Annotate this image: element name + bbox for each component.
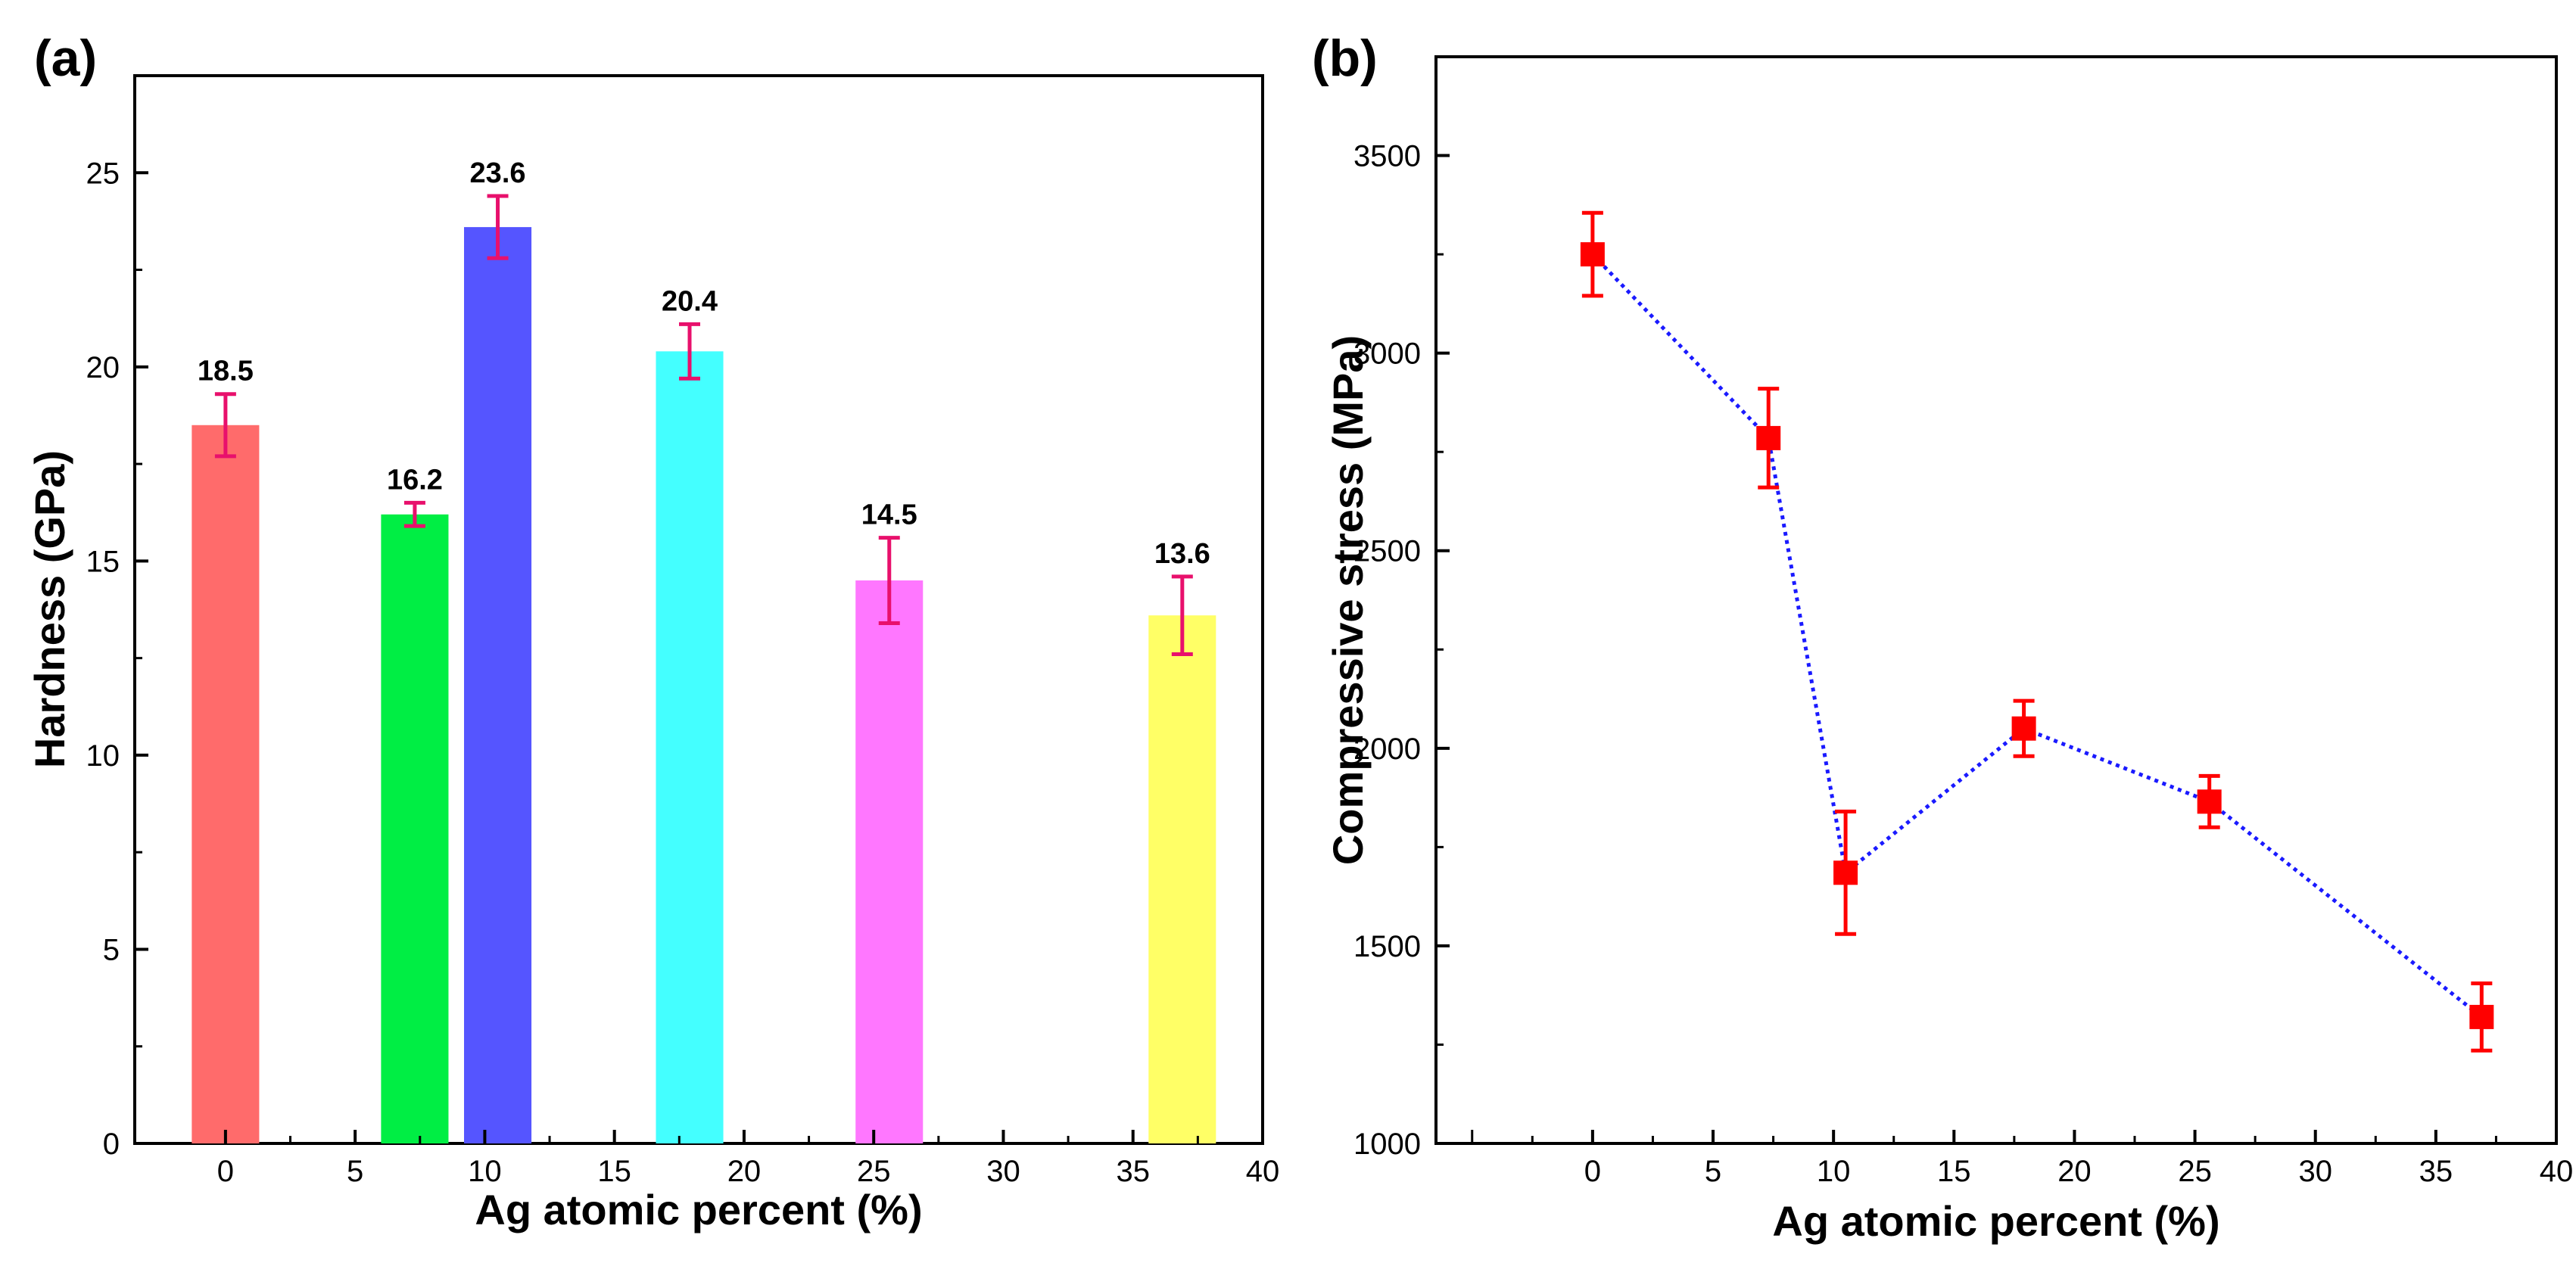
x-tick-label-b-3: 15: [1937, 1155, 1971, 1188]
stress-point-0: [1580, 242, 1605, 267]
y-tick-label-b-3: 2500: [1353, 535, 1421, 568]
x-tick-label-a-2: 10: [468, 1155, 502, 1188]
stress-point-4: [2197, 789, 2222, 814]
error-bar-a-5: [1171, 574, 1193, 657]
error-bar-a-4: [878, 536, 900, 625]
stress-series-line: [1591, 253, 2483, 1019]
error-bar-a-2: [487, 194, 509, 260]
y-tick-label-a-2: 10: [86, 739, 120, 773]
x-tick-label-a-0: 0: [217, 1155, 234, 1188]
hardness-bar-3: [656, 351, 724, 1143]
hardness-bar-2: [464, 227, 532, 1143]
error-bar-a-1: [403, 500, 425, 528]
bar-value-label-2: 23.6: [470, 157, 526, 189]
y-tick-label-a-5: 25: [86, 157, 120, 190]
x-tick-label-a-6: 30: [986, 1155, 1020, 1188]
stress-point-3: [2011, 716, 2036, 741]
x-tick-label-a-1: 5: [347, 1155, 363, 1188]
y-axis-title-a: Hardness (GPa): [26, 450, 73, 768]
bar-value-label-1: 16.2: [387, 464, 443, 496]
x-axis-title-a: Ag atomic percent (%): [475, 1186, 922, 1233]
hardness-bar-0: [192, 425, 260, 1143]
bar-value-label-4: 14.5: [861, 499, 917, 531]
panel-label-b: (b): [1312, 30, 1378, 87]
x-tick-label-b-0: 0: [1584, 1155, 1601, 1188]
stress-point-2: [1833, 860, 1858, 885]
bar-value-label-5: 13.6: [1154, 538, 1210, 570]
x-tick-label-b-8: 40: [2540, 1155, 2574, 1188]
x-tick-label-b-5: 25: [2178, 1155, 2212, 1188]
x-tick-label-a-7: 35: [1116, 1155, 1150, 1188]
stress-point-1: [1756, 425, 1781, 450]
hardness-bar-chart: (a) 18.5 16.2 23.6 20.4 14.5 13.6 0 5 10 15 20 25 3…: [26, 30, 1279, 1233]
hardness-bar-4: [855, 580, 924, 1143]
plot-frame-b: [1434, 55, 2558, 1145]
y-tick-label-b-2: 2000: [1353, 733, 1421, 766]
x-tick-label-a-8: 40: [1246, 1155, 1280, 1188]
y-tick-label-a-3: 15: [86, 545, 120, 578]
y-tick-label-b-0: 1000: [1353, 1128, 1421, 1161]
hardness-bar-5: [1148, 615, 1216, 1143]
y-tick-label-a-4: 20: [86, 351, 120, 384]
compressive-stress-chart: (b) 0 5 10 15 20 25 30 35 40 1000 1500 2000 2500 300…: [1312, 30, 2573, 1245]
x-tick-label-b-6: 30: [2298, 1155, 2332, 1188]
y-tick-label-a-0: 0: [103, 1128, 120, 1161]
x-tick-label-a-4: 20: [727, 1155, 762, 1188]
x-axis-title-b: Ag atomic percent (%): [1772, 1197, 2219, 1245]
stress-point-5: [2469, 1004, 2494, 1029]
y-tick-label-b-5: 3500: [1353, 140, 1421, 173]
error-bar-a-3: [679, 322, 701, 381]
bar-value-label-3: 20.4: [662, 285, 718, 317]
y-tick-label-b-4: 3000: [1353, 338, 1421, 371]
y-tick-label-a-1: 5: [103, 933, 120, 966]
x-tick-label-b-2: 10: [1817, 1155, 1851, 1188]
bar-value-label-0: 18.5: [198, 356, 254, 387]
y-axis-title-b: Compressive stress (MPa): [1324, 335, 1372, 865]
x-tick-label-a-3: 15: [597, 1155, 631, 1188]
x-tick-label-b-1: 5: [1705, 1155, 1721, 1188]
error-bar-a-0: [214, 392, 236, 459]
x-tick-label-a-5: 25: [857, 1155, 891, 1188]
x-tick-label-b-7: 35: [2419, 1155, 2453, 1188]
panel-label-a: (a): [34, 30, 97, 87]
y-tick-label-b-1: 1500: [1353, 930, 1421, 963]
hardness-bar-1: [381, 514, 449, 1143]
x-tick-label-b-4: 20: [2057, 1155, 2092, 1188]
